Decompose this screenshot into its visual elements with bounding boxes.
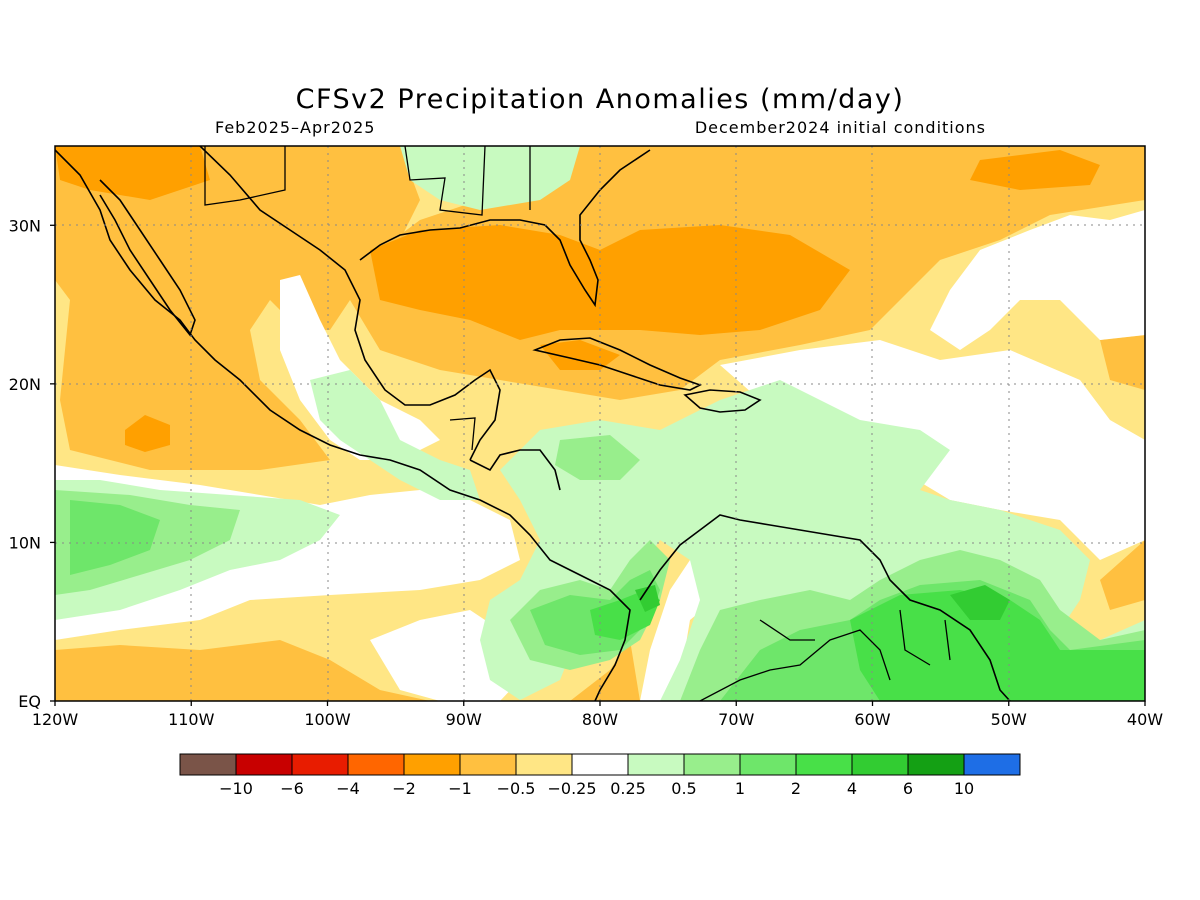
coast-us-gulf: [359, 149, 651, 308]
y-tick-label: 20N: [9, 375, 41, 394]
x-tick-label: 50W: [991, 710, 1027, 729]
x-tick-label: 90W: [446, 710, 482, 729]
dry-region-far-east: [1100, 540, 1145, 610]
initial-conditions: December2024 initial conditions: [694, 118, 986, 137]
x-tick-label: 120W: [32, 710, 79, 729]
wet-mid-east-pacific: [70, 500, 160, 575]
coast-yucatan: [469, 449, 561, 491]
x-tick-label: 100W: [304, 710, 351, 729]
x-axis-labels: 120W 110W 100W 90W 80W 70W 60W 50W 40W: [32, 710, 1163, 729]
x-tick-label: 60W: [854, 710, 890, 729]
dry-region-ecuador: [570, 640, 640, 701]
y-tick-label: 30N: [9, 216, 41, 235]
wet-pale-gulf-north: [400, 146, 580, 210]
strong-dry-caribbean: [540, 340, 620, 370]
wet-bright-guianas: [850, 590, 1145, 701]
strong-dry-ne-atlantic: [970, 150, 1100, 190]
borders: [204, 146, 951, 701]
neutral-west-atlantic: [930, 210, 1145, 350]
strong-dry-pacific: [125, 415, 170, 452]
coast-mexico-pacific: [55, 149, 631, 701]
dry-region-east-atlantic-patch: [1100, 335, 1145, 390]
x-tick-label: 110W: [168, 710, 215, 729]
y-tick-label: EQ: [18, 692, 41, 711]
wet-light-caribbean: [555, 435, 640, 480]
x-tick-label: 70W: [718, 710, 754, 729]
coastlines: [55, 146, 1011, 701]
wet-pale-central-america: [310, 370, 480, 500]
coast-baja: [99, 179, 196, 337]
grid-lines: [55, 146, 1145, 701]
dry-region-east-pacific-south: [55, 640, 430, 701]
strong-dry-gulf: [370, 225, 850, 340]
chart-title: CFSv2 Precipitation Anomalies (mm/day): [295, 84, 905, 115]
y-tick-label: 10N: [9, 533, 41, 552]
coast-gulf-mexico: [199, 146, 501, 461]
y-axis-labels: EQ 10N 20N 30N: [9, 216, 41, 711]
coast-south-america-north: [639, 514, 1011, 701]
wet-max-guianas: [950, 585, 1010, 620]
strong-dry-texas: [55, 146, 210, 200]
axis-ticks: [50, 224, 1146, 706]
wet-max-panama: [635, 585, 660, 612]
coast-hispaniola: [683, 389, 762, 413]
anomaly-field: [55, 146, 1145, 701]
x-tick-label: 40W: [1127, 710, 1163, 729]
x-tick-label: 80W: [582, 710, 618, 729]
dry-region-mexico-pacific: [55, 146, 420, 470]
valid-period: Feb2025–Apr2025: [215, 118, 376, 137]
